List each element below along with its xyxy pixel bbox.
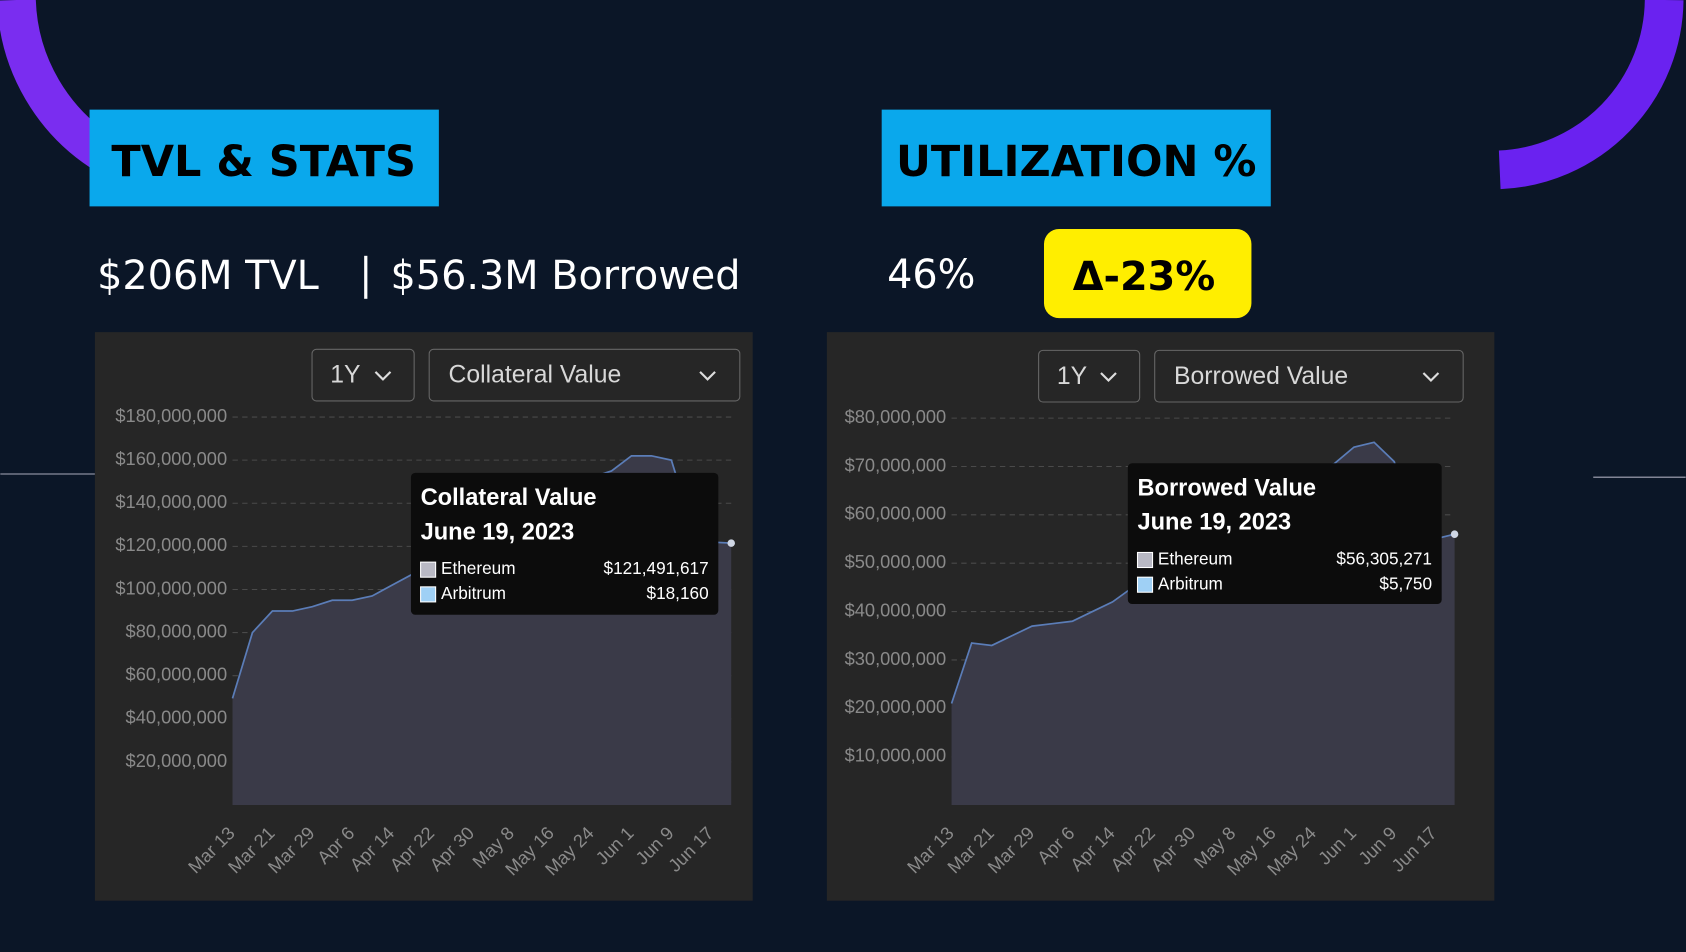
tooltip-series: Arbitrum bbox=[441, 583, 506, 603]
tooltip-box bbox=[410, 472, 719, 615]
swatch bbox=[1136, 551, 1154, 569]
heading: TVL & STATS bbox=[111, 137, 416, 187]
y-tick-label: $20,000,000 bbox=[845, 696, 947, 717]
swatch bbox=[420, 561, 437, 578]
dropdown-text[interactable]: Borrowed Value bbox=[1174, 363, 1348, 390]
range-dropdown[interactable]: 1Y bbox=[1038, 349, 1141, 403]
y-tick-label: $70,000,000 bbox=[845, 454, 947, 475]
y-tick-label: $80,000,000 bbox=[845, 406, 947, 427]
y-tick-label: $80,000,000 bbox=[126, 620, 228, 641]
chevron[interactable] bbox=[1422, 372, 1440, 383]
utilization-stat: 46% bbox=[887, 252, 975, 298]
borrowed-stat: $56.3M Borrowed bbox=[390, 253, 740, 299]
dropdown-text[interactable]: Collateral Value bbox=[449, 362, 622, 389]
metric-dropdown[interactable]: Collateral Value bbox=[428, 348, 741, 402]
chevron[interactable] bbox=[699, 371, 716, 381]
tooltip-series: Arbitrum bbox=[1158, 573, 1223, 593]
tooltip-value: $18,160 bbox=[647, 583, 709, 603]
heading: UTILIZATION % bbox=[896, 137, 1257, 187]
range-dropdown[interactable]: 1Y bbox=[311, 348, 415, 402]
tooltip-series: Ethereum bbox=[441, 558, 516, 578]
heading-box bbox=[881, 109, 1271, 207]
y-tick-label: $160,000,000 bbox=[115, 448, 227, 469]
heading-box bbox=[89, 109, 439, 207]
tvl-stat: $206M TVL bbox=[97, 253, 319, 299]
y-tick-label: $140,000,000 bbox=[115, 491, 227, 512]
hover-dot bbox=[727, 539, 735, 547]
delta: Δ-23% bbox=[1073, 254, 1215, 300]
dropdown-box[interactable] bbox=[1038, 349, 1141, 403]
tooltip-value: $56,305,271 bbox=[1336, 549, 1432, 569]
y-tick-label: $120,000,000 bbox=[115, 534, 227, 555]
chevron[interactable] bbox=[374, 371, 392, 381]
metric-dropdown[interactable]: Borrowed Value bbox=[1154, 349, 1464, 403]
dropdown-box[interactable] bbox=[1154, 349, 1464, 403]
swatch bbox=[420, 586, 437, 603]
chevron[interactable] bbox=[1100, 372, 1117, 383]
tooltips: Collateral Value June 19, 2023 Ethereum $12… bbox=[410, 463, 1442, 615]
tooltip-title: Collateral Value bbox=[421, 485, 597, 511]
tooltip-box bbox=[1127, 463, 1442, 605]
y-tick-label: $180,000,000 bbox=[115, 405, 227, 426]
y-tick-label: $40,000,000 bbox=[845, 599, 947, 620]
hover-dot bbox=[1450, 530, 1459, 538]
tooltip-title: Borrowed Value bbox=[1138, 475, 1317, 501]
dropdown-text[interactable]: 1Y bbox=[330, 362, 360, 389]
decor-arc bbox=[0, 0, 119, 173]
dropdown-text[interactable]: 1Y bbox=[1057, 363, 1087, 390]
delta-badge bbox=[1043, 228, 1252, 319]
y-tick-label: $60,000,000 bbox=[126, 664, 228, 685]
y-tick-label: $100,000,000 bbox=[115, 577, 227, 598]
y-tick-label: $30,000,000 bbox=[845, 648, 947, 669]
swatch bbox=[1136, 576, 1154, 593]
tooltip-value: $5,750 bbox=[1379, 573, 1432, 593]
tooltip-date: June 19, 2023 bbox=[1138, 510, 1292, 536]
y-tick-label: $40,000,000 bbox=[126, 707, 228, 728]
tooltip-series: Ethereum bbox=[1158, 549, 1233, 569]
y-tick-label: $60,000,000 bbox=[845, 503, 947, 524]
y-tick-label: $20,000,000 bbox=[126, 750, 228, 771]
y-tick-label: $10,000,000 bbox=[845, 745, 947, 766]
dropdown-box[interactable] bbox=[428, 348, 741, 402]
y-tick-label: $50,000,000 bbox=[845, 551, 947, 572]
dropdown-box[interactable] bbox=[311, 348, 415, 402]
decor-arc bbox=[1498, 0, 1684, 190]
tooltip-date: June 19, 2023 bbox=[421, 519, 575, 545]
tooltip-value: $121,491,617 bbox=[604, 558, 709, 578]
